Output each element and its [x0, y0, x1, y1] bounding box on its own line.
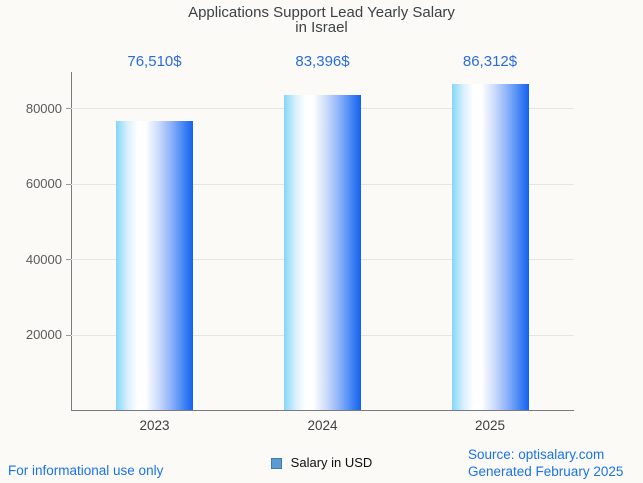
- bar-2023[interactable]: [116, 121, 193, 410]
- y-axis-tick: [66, 334, 71, 336]
- bar-2024[interactable]: [284, 95, 361, 410]
- y-axis-line: [71, 72, 72, 410]
- y-axis-tick: [66, 183, 71, 185]
- x-axis-label-2023: 2023: [139, 418, 170, 433]
- x-axis-line: [71, 410, 574, 411]
- value-label-2024: 83,396$: [295, 53, 350, 70]
- legend-marker-icon: [270, 457, 282, 469]
- y-axis-tick-label: 80000: [25, 100, 62, 116]
- generated-date: Generated February 2025: [468, 464, 624, 479]
- y-axis-tick: [66, 108, 71, 109]
- x-axis-label-2025: 2025: [474, 418, 506, 433]
- y-axis-tick-label: 60000: [25, 176, 62, 191]
- source-block: Source: optisalary.com Generated Februar…: [468, 446, 623, 480]
- legend: Salary in USD: [0, 454, 643, 472]
- chart-title-line1: Applications Support Lead Yearly Salary: [188, 4, 455, 21]
- y-axis-tick: [66, 259, 71, 260]
- chart-title-line2: in Israel: [295, 19, 348, 36]
- x-axis-label-2024: 2024: [307, 418, 338, 433]
- bar-2025[interactable]: [451, 84, 529, 410]
- value-label-2023: 76,510$: [127, 53, 182, 70]
- source-link[interactable]: Source: optisalary.com: [468, 447, 605, 462]
- value-label-2025: 86,312$: [462, 53, 518, 70]
- y-axis-tick-label: 40000: [25, 251, 62, 267]
- y-axis-tick-label: 20000: [25, 327, 62, 342]
- disclaimer-text: For informational use only: [8, 463, 164, 478]
- legend-label: Salary in USD: [290, 455, 373, 470]
- chart-title: Applications Support Lead Yearly Salary …: [0, 5, 643, 35]
